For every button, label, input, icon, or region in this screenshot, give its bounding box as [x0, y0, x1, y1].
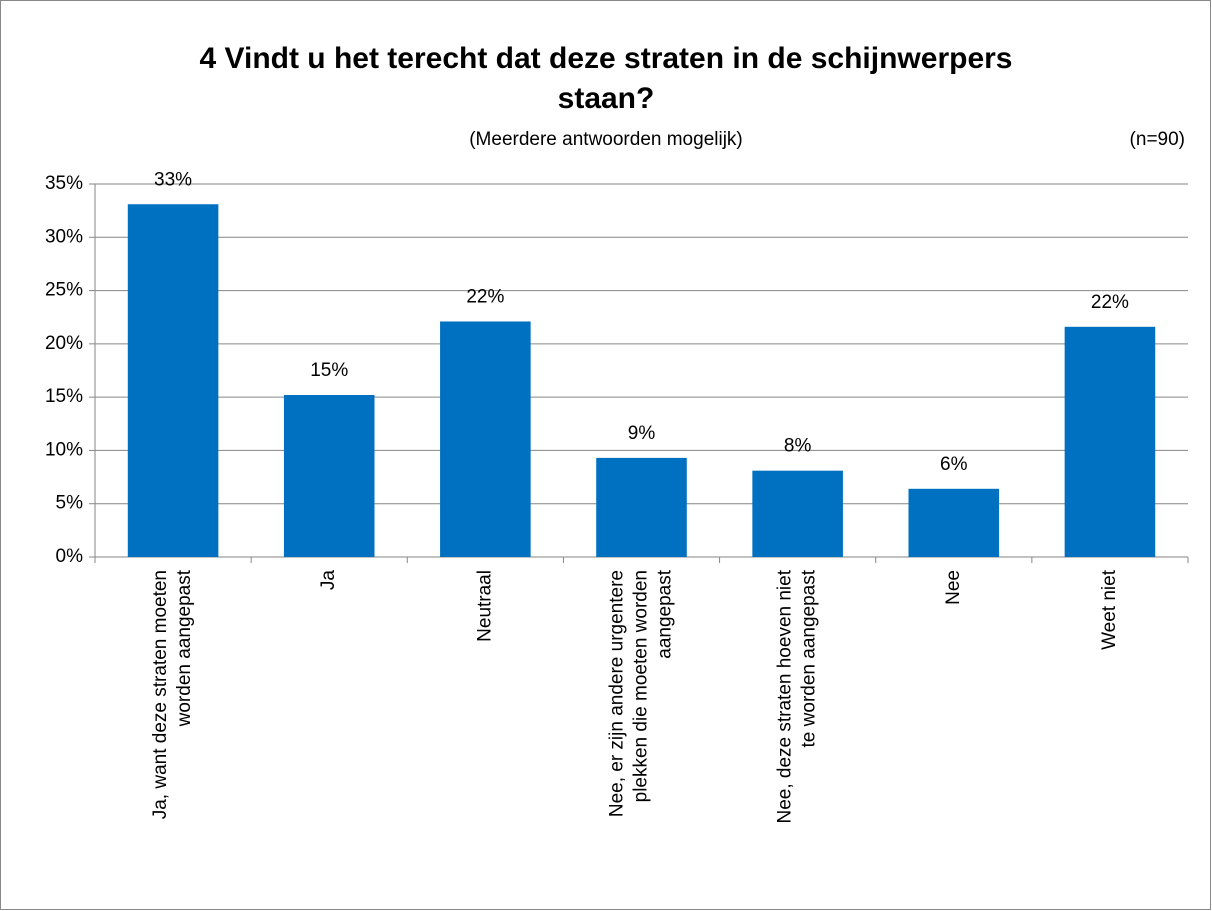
chart-subtitle: (Meerdere antwoorden mogelijk)	[469, 129, 743, 150]
bar	[908, 488, 1000, 557]
data-label: 33%	[154, 169, 192, 190]
y-tick-label: 20%	[45, 333, 83, 354]
x-tick-label: Weet niet	[1099, 569, 1120, 650]
chart-title: 4 Vindt u het terecht dat deze straten i…	[200, 42, 1013, 115]
x-tick-label: Nee	[943, 570, 964, 605]
bar	[1064, 326, 1156, 557]
y-tick-label: 5%	[56, 493, 84, 514]
data-label: 6%	[940, 454, 968, 475]
data-label: 22%	[1091, 292, 1129, 313]
x-tick-label: Ja, want deze straten moeten worden aange…	[150, 569, 195, 819]
y-tick-label: 30%	[45, 226, 83, 247]
y-tick-label: 15%	[45, 386, 83, 407]
x-tick-label: Ja	[318, 570, 339, 591]
annotation: (n=90)	[1130, 129, 1185, 150]
bar	[283, 395, 375, 557]
x-tick-label: Nee, deze straten hoeven niet te worden a…	[775, 569, 820, 823]
bar	[127, 204, 219, 557]
bar	[596, 457, 687, 557]
bar	[752, 470, 843, 557]
data-label: 9%	[628, 423, 656, 444]
x-tick-label: Nee, er zijn andere urgentere plekken die…	[607, 569, 676, 817]
data-label: 22%	[466, 286, 504, 307]
y-tick-label: 35%	[45, 173, 83, 194]
y-tick-label: 10%	[45, 439, 83, 460]
y-tick-label: 25%	[45, 280, 83, 301]
data-label: 8%	[784, 436, 812, 457]
x-tick-label: Neutraal	[474, 570, 495, 642]
data-label: 15%	[310, 360, 348, 381]
bar	[440, 321, 531, 557]
y-tick-label: 0%	[56, 546, 84, 567]
